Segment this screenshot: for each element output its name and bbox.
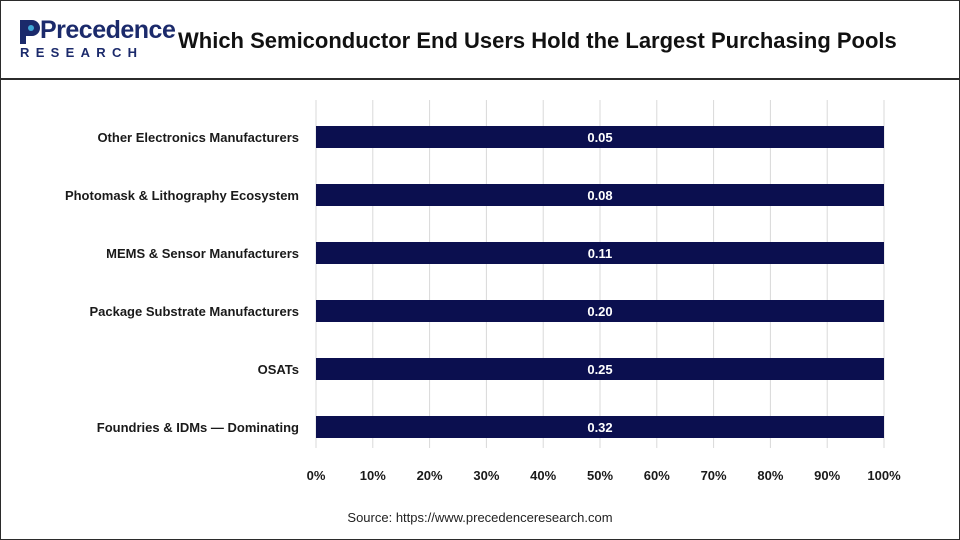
x-tick-label: 80%	[757, 468, 783, 483]
x-tick-label: 100%	[867, 468, 901, 483]
logo-mark-icon	[20, 20, 40, 44]
data-label: 0.32	[587, 420, 612, 435]
bar	[316, 242, 884, 264]
data-label: 0.05	[587, 130, 612, 145]
category-label: Photomask & Lithography Ecosystem	[65, 188, 299, 203]
category-label: Package Substrate Manufacturers	[89, 304, 299, 319]
x-tick-label: 60%	[644, 468, 670, 483]
bar	[316, 416, 884, 438]
category-label: Other Electronics Manufacturers	[97, 130, 299, 145]
bar	[316, 184, 884, 206]
x-tick-label: 40%	[530, 468, 556, 483]
bar	[316, 300, 884, 322]
source-note: Source: https://www.precedenceresearch.c…	[347, 510, 613, 525]
header: Precedence RESEARCH Which Semiconductor …	[0, 0, 960, 80]
data-label: 0.20	[587, 304, 612, 319]
category-label: Foundries & IDMs — Dominating	[97, 420, 299, 435]
x-tick-label: 30%	[473, 468, 499, 483]
data-label: 0.08	[587, 188, 612, 203]
brand-logo: Precedence RESEARCH	[18, 16, 176, 64]
data-label: 0.11	[588, 246, 613, 261]
bar	[316, 126, 884, 148]
data-label: 0.25	[587, 362, 612, 377]
x-tick-label: 90%	[814, 468, 840, 483]
category-label: OSATs	[258, 362, 299, 377]
category-label: MEMS & Sensor Manufacturers	[106, 246, 299, 261]
bar	[316, 358, 884, 380]
logo-subtext: RESEARCH	[20, 45, 144, 60]
x-tick-label: 0%	[307, 468, 326, 483]
page-title: Which Semiconductor End Users Hold the L…	[178, 28, 897, 53]
bar-chart: 0% 10% 20% 30% 40% 50% 60% 70% 80% 90% 100% Other E…	[65, 100, 901, 483]
logo-wordmark: Precedence	[40, 16, 176, 44]
x-tick-label: 10%	[360, 468, 386, 483]
x-tick-label: 20%	[417, 468, 443, 483]
x-tick-label: 50%	[587, 468, 613, 483]
x-tick-label: 70%	[701, 468, 727, 483]
